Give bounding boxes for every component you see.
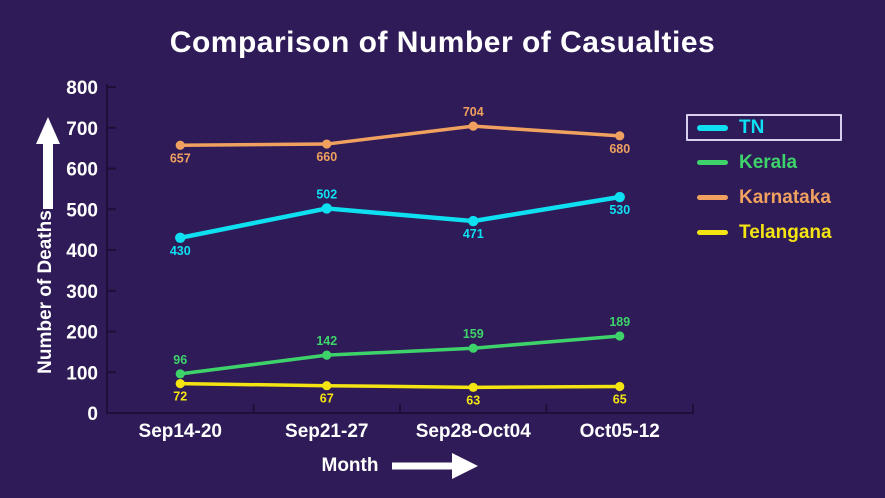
y-tick-label: 400 [66, 241, 98, 262]
legend-label-tn: TN [739, 116, 765, 138]
legend-item-tn: TN [686, 114, 842, 141]
data-label-tn-3: 530 [609, 203, 630, 217]
data-point-kerala-2 [468, 343, 478, 353]
x-axis-title-group: Month [107, 452, 693, 480]
data-label-tn-1: 502 [316, 187, 337, 201]
y-tick-label: 0 [87, 404, 98, 425]
legend-item-telangana: Telangana [686, 219, 842, 246]
legend-item-karnataka: Karnataka [686, 184, 842, 211]
legend-swatch-telangana [697, 230, 728, 235]
legend-label-telangana: Telangana [739, 221, 832, 243]
chart-title: Comparison of Number of Casualties [169, 26, 716, 59]
data-point-telangana-0 [175, 379, 185, 389]
data-label-telangana-3: 65 [613, 393, 627, 407]
data-label-karnataka-3: 680 [609, 142, 630, 156]
data-label-karnataka-2: 704 [463, 105, 484, 119]
y-tick-label: 800 [66, 78, 98, 99]
data-label-kerala-0: 96 [173, 353, 187, 367]
series-line-telangana [178, 381, 622, 390]
data-label-telangana-2: 63 [466, 393, 480, 407]
x-category-label: Oct05-12 [580, 421, 660, 442]
data-label-kerala-2: 159 [463, 327, 484, 341]
data-label-tn-0: 430 [170, 244, 191, 258]
legend-label-kerala: Kerala [739, 151, 798, 173]
y-tick-label: 300 [66, 282, 98, 303]
x-category-label: Sep21-27 [285, 421, 368, 442]
data-point-kerala-3 [615, 331, 625, 341]
y-axis-up-arrow-icon [36, 117, 60, 209]
y-tick-label: 200 [66, 323, 98, 344]
x-category-label: Sep28-Oct04 [416, 421, 532, 442]
data-point-kerala-1 [322, 350, 332, 360]
data-label-kerala-3: 189 [609, 315, 630, 329]
data-point-telangana-3 [615, 381, 625, 392]
data-point-telangana-2 [468, 382, 478, 392]
data-point-karnataka-2 [468, 121, 478, 131]
legend-swatch-karnataka [697, 195, 728, 200]
legend-label-karnataka: Karnataka [739, 186, 831, 208]
series-line-karnataka [178, 124, 622, 148]
data-label-telangana-1: 67 [320, 392, 334, 406]
chart-legend: TN Kerala Karnataka Telangana [686, 114, 842, 254]
legend-swatch-tn [697, 124, 728, 131]
series-line-kerala [178, 334, 622, 376]
data-point-telangana-1 [322, 381, 332, 391]
data-label-tn-2: 471 [463, 227, 484, 241]
data-point-tn-0 [175, 232, 186, 243]
data-point-karnataka-1 [322, 139, 332, 149]
data-point-kerala-0 [175, 369, 185, 379]
data-label-karnataka-1: 660 [316, 150, 337, 164]
data-label-kerala-1: 142 [316, 334, 337, 348]
data-point-tn-2 [468, 215, 479, 227]
x-axis-title: Month [321, 455, 379, 476]
y-tick-label: 600 [66, 160, 98, 181]
y-tick-label: 100 [66, 363, 98, 384]
legend-item-kerala: Kerala [686, 149, 842, 176]
y-axis-title: Number of Deaths [35, 210, 56, 374]
x-axis-right-arrow-icon [392, 453, 479, 479]
data-point-karnataka-0 [175, 140, 185, 150]
data-point-karnataka-3 [615, 131, 625, 141]
data-label-karnataka-0: 657 [170, 151, 191, 165]
series-line-tn [178, 194, 622, 241]
data-point-tn-3 [614, 191, 625, 203]
data-label-telangana-0: 72 [173, 390, 187, 404]
y-tick-label: 500 [66, 200, 98, 221]
y-tick-label: 700 [66, 119, 98, 140]
legend-swatch-kerala [697, 160, 728, 165]
x-category-label: Sep14-20 [139, 421, 222, 442]
data-point-tn-1 [321, 203, 332, 214]
